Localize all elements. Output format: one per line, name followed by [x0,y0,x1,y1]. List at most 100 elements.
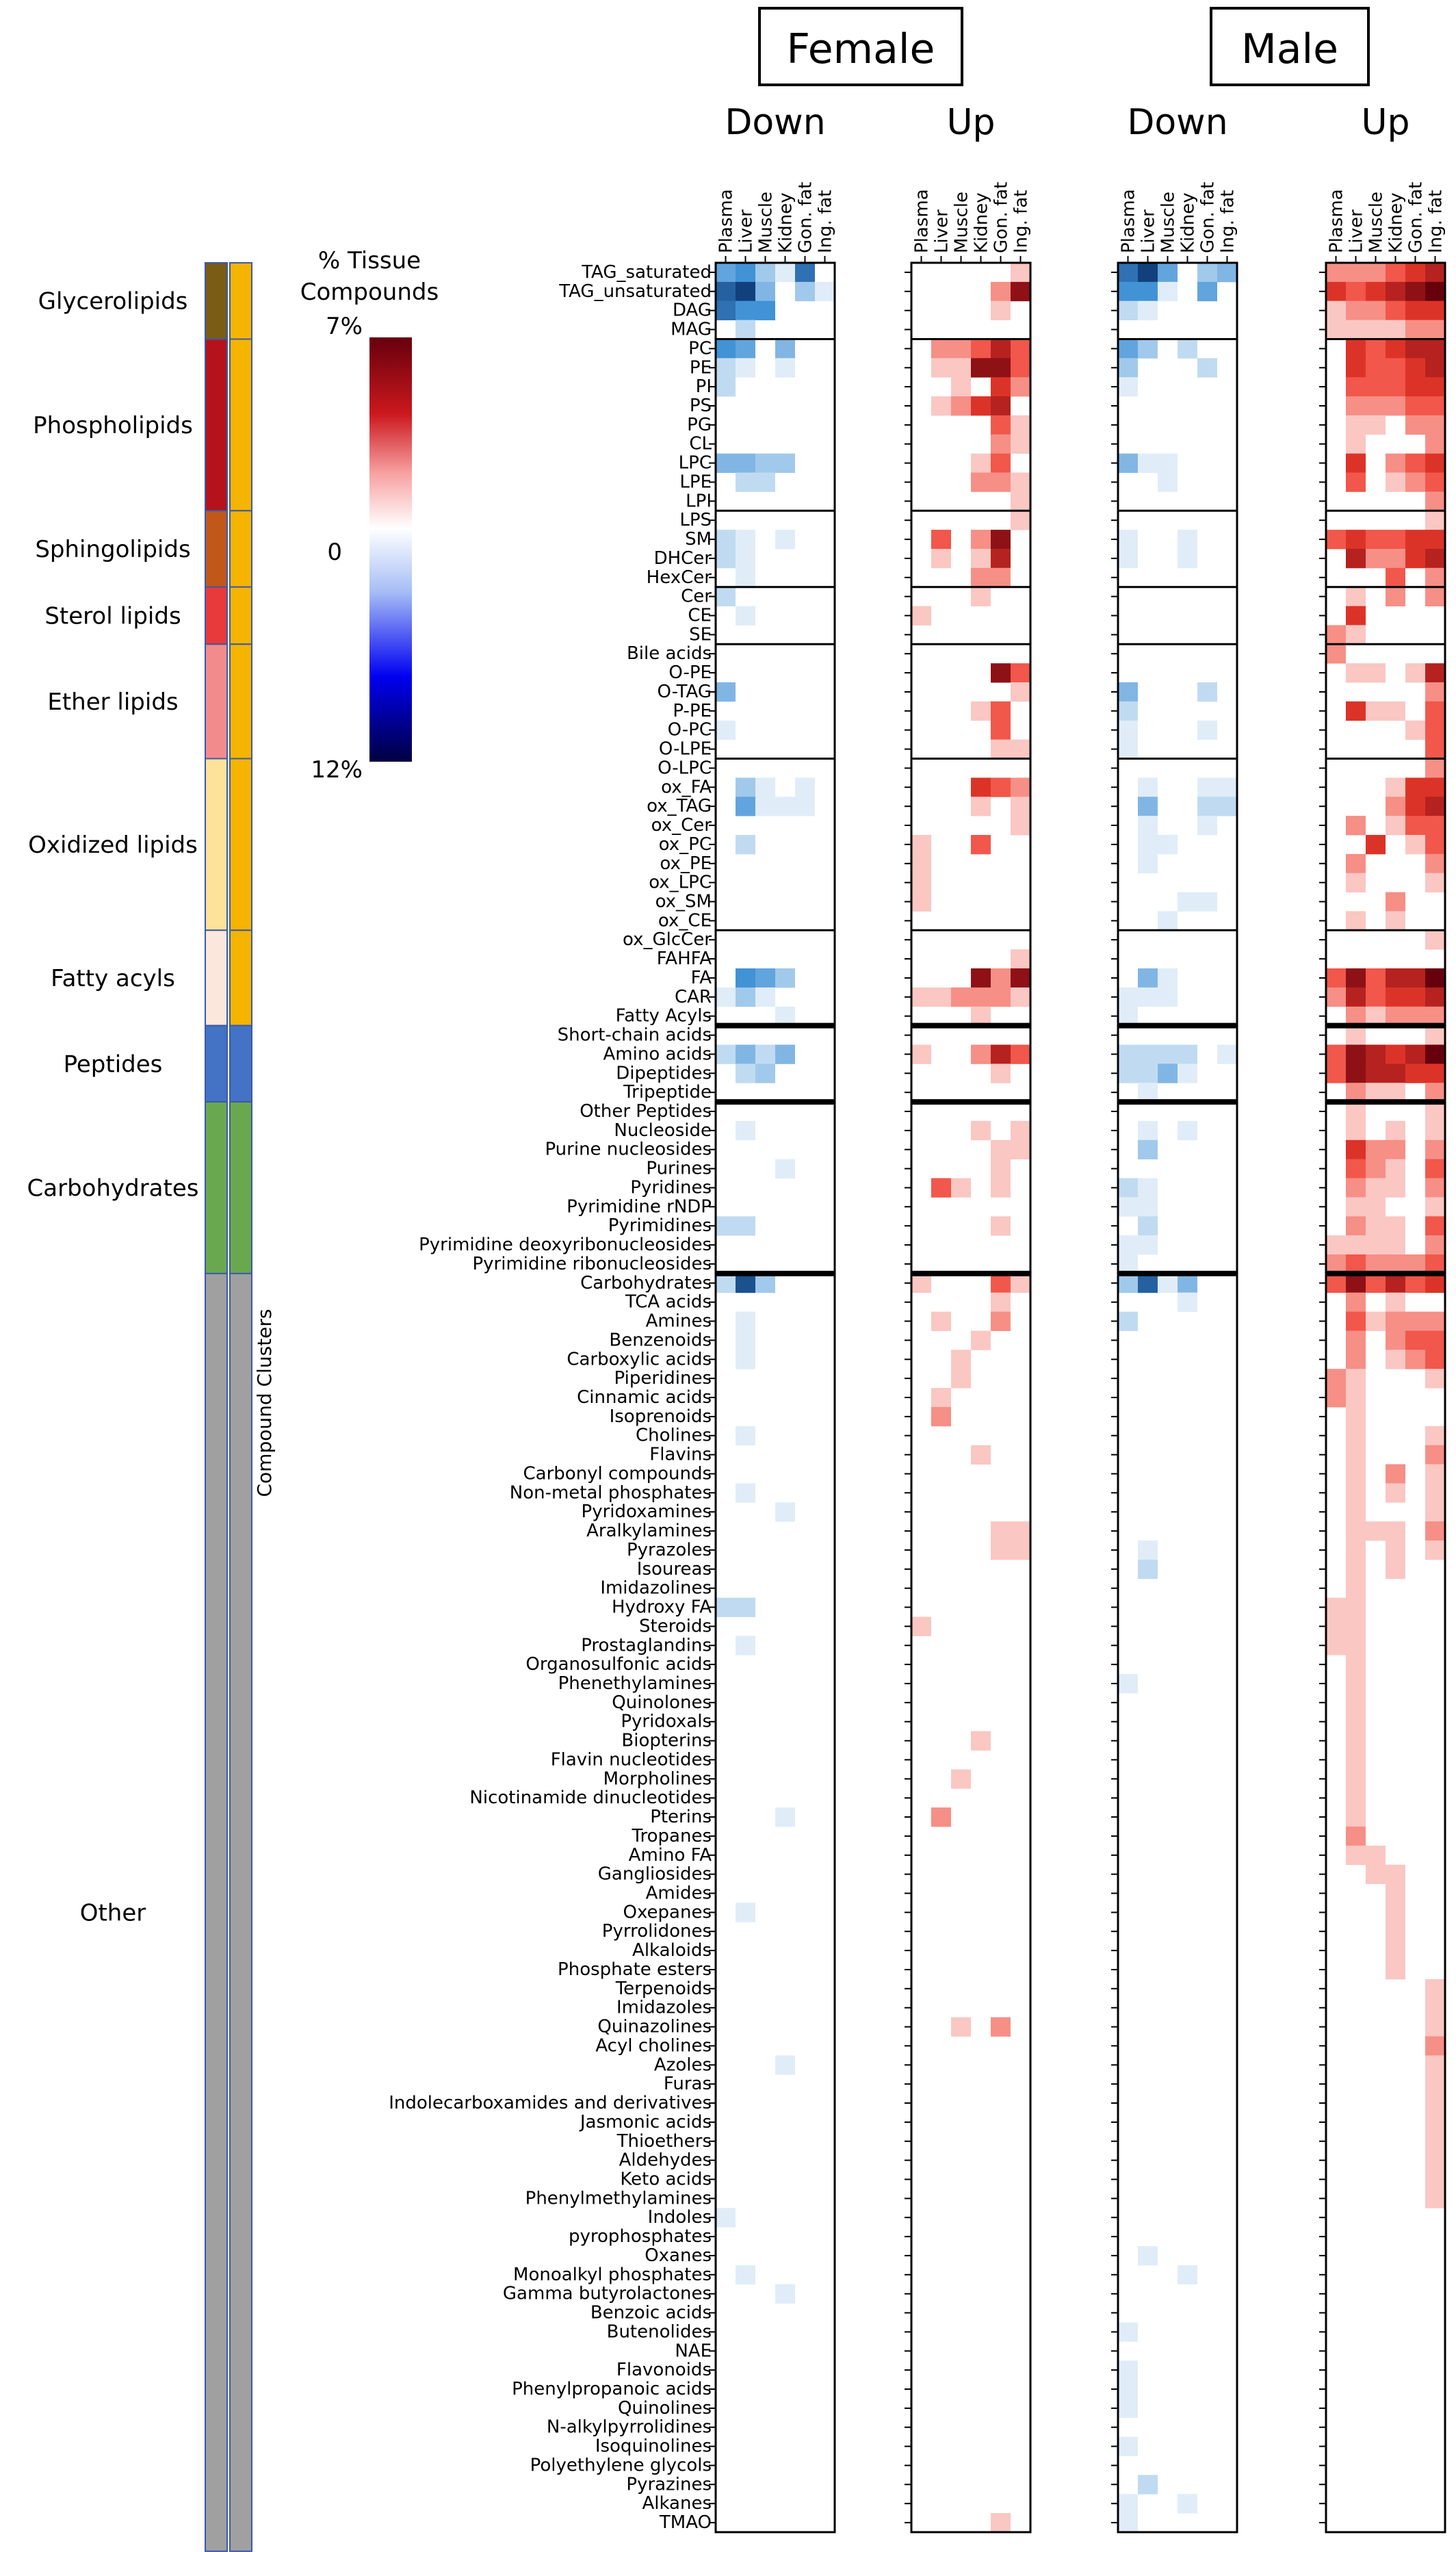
row-label: Tripeptide [623,1082,712,1103]
category-sidebar: Glycerolipids Phospholipids Sphingolipids S… [27,262,276,2552]
heatmap-cell [736,281,755,302]
panel-female-down: Down Plasma Liver Muscle Kidney Gon. fat Ing. … [709,102,836,2534]
heatmap-cell [1138,1235,1158,1255]
category-bars: Glycerolipids Phospholipids Sphingolipids S… [27,262,252,2552]
heatmap-cell [971,1120,991,1141]
row-label: Piperidines [614,1368,712,1389]
heatmap-cell [1138,1044,1158,1064]
heatmap-cell [1011,1273,1030,1293]
heatmap-cell [1425,930,1445,950]
heatmap-cell [1346,320,1366,339]
heatmap-cell [1346,1273,1366,1293]
row-labels: TAG_saturatedTAG_unsaturatedDAGMAGPCPEPI… [389,262,712,2533]
heatmap-cell [1118,1006,1138,1027]
heatmap-cell [951,1369,971,1389]
category-label: Phospholipids [33,412,193,439]
heatmap-cell [911,835,931,855]
heatmap-cell [1011,511,1030,530]
heatmap-cell [736,339,755,359]
heatmap-cell [1405,1350,1425,1369]
row-label: Biopterins [621,1731,712,1751]
heatmap-cell [971,587,991,606]
heatmap-cell [971,472,991,492]
female-header: Female [787,25,935,73]
category-color-bar [205,643,228,760]
heatmap-cell [1346,1102,1366,1122]
heatmap-cell [1197,797,1217,816]
heatmap-cell [795,777,815,797]
heatmap-cell [1366,530,1386,550]
category-label: Sphingolipids [35,536,190,563]
row-label: Phosphate esters [558,1959,712,1980]
heatmap-cell [1138,853,1158,874]
heatmap-cell [1405,453,1425,473]
tissue-tick-label: Kidney [972,192,992,253]
heatmap-cell [775,968,795,988]
category-color-bar [205,262,228,340]
row-label: Benzenoids [609,1330,712,1350]
heatmap-cell [1366,835,1386,855]
heatmap-cell [1346,1769,1366,1789]
row-label: Pyrimidine deoxyribonucleosides [419,1235,712,1255]
heatmap-cell [1425,968,1445,988]
category-label: Carbohydrates [27,1175,199,1202]
heatmap-cell [991,434,1011,454]
category-color-bar [205,929,228,1027]
heatmap-cell [971,396,991,416]
heatmap-cell [991,358,1011,378]
category-label: Ether lipids [47,688,178,716]
heatmap-cell [1346,549,1366,569]
heatmap-cell [911,606,931,626]
heatmap-cell [1346,358,1366,378]
tissue-tick-label: Muscle [952,192,972,253]
row-label: ox_TAG [647,796,712,816]
row-label: CE [688,606,712,626]
heatmap-cell [1346,1559,1366,1580]
heatmap-cell [971,1330,991,1350]
row-label: Imidazoles [616,1998,712,2018]
cluster-color-bar [229,262,252,340]
heatmap-cell [1326,1064,1346,1083]
heatmap-cell [1138,1064,1158,1083]
row-label: Quinolines [618,2398,712,2419]
heatmap-cell [1405,549,1425,569]
panel-frame [1117,261,1238,2534]
row-label: Amides [646,1883,712,1904]
heatmap-cell [1425,1102,1445,1122]
heatmap-cell [991,377,1011,397]
heatmap-cell [1405,1273,1425,1293]
heatmap-cell [1346,1006,1366,1027]
heatmap-cell [736,1120,755,1141]
heatmap-cell [1158,835,1178,855]
heatmap-cell [911,1044,931,1064]
heatmap-cell [1158,1064,1178,1083]
heatmap-cell [755,987,775,1007]
heatmap-cell [931,530,951,550]
heatmap-cell [1138,1139,1158,1160]
heatmap-cell [1366,263,1386,283]
row-label: Tropanes [631,1826,712,1846]
heatmap-cell [1366,549,1386,569]
cluster-color-bar [229,1024,252,1103]
row-label: Hydroxy FA [612,1597,712,1618]
row-label: SE [689,624,712,645]
heatmap-cell [1425,1483,1445,1503]
heatmap-cell [1346,1254,1366,1274]
heatmap-cell [991,339,1011,359]
heatmap-cell [1405,1006,1425,1027]
category-label: Glycerolipids [38,288,188,315]
heatmap-cell [716,1216,736,1236]
heatmap-cell [1118,2513,1138,2533]
heatmap-cell [1138,2246,1158,2266]
heatmap-cell [1346,339,1366,359]
heatmap-cell [775,453,795,473]
heatmap-cell [991,1541,1011,1560]
heatmap-cell [1197,281,1217,302]
heatmap-cell [1425,1254,1445,1274]
category-label: Fatty acyls [51,965,175,992]
heatmap-cell [1197,263,1217,283]
heatmap-cell [991,2017,1011,2037]
panel-frame [1325,261,1446,2534]
heatmap-cell [1011,281,1030,302]
heatmap-cell [991,968,1011,988]
